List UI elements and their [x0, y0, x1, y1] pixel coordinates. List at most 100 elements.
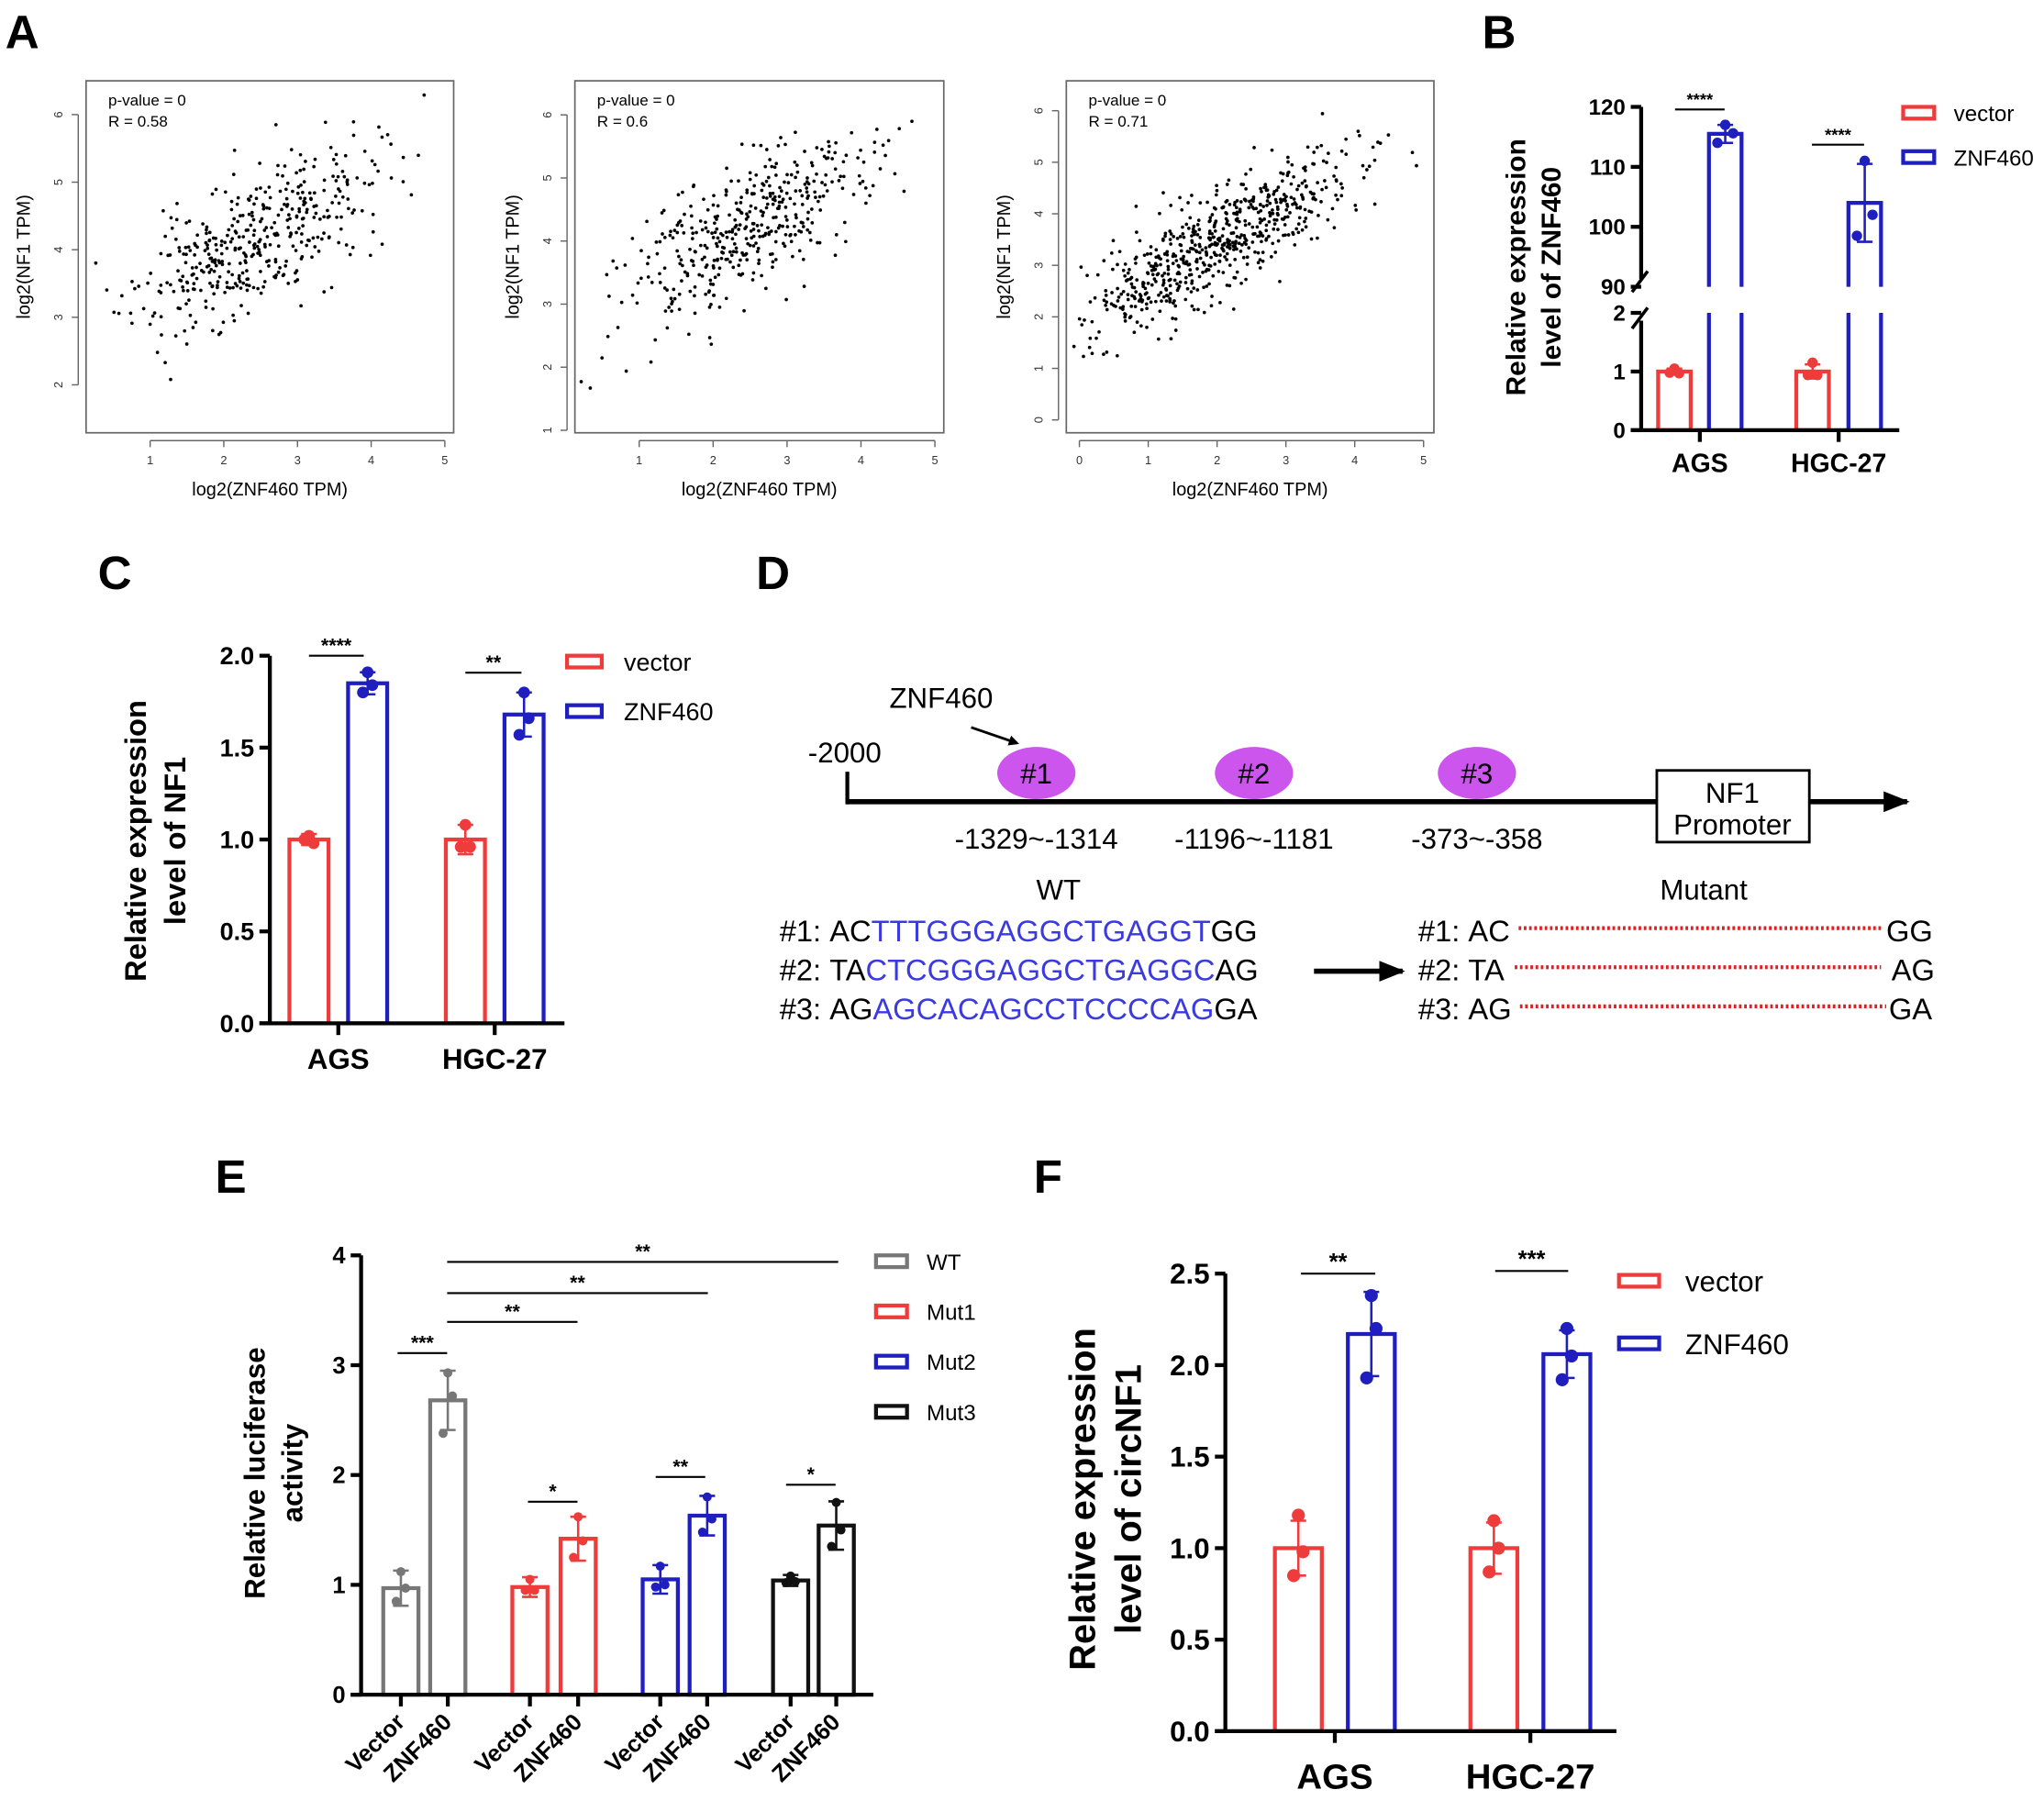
- data-point: [739, 258, 742, 262]
- data-point: [232, 318, 237, 323]
- data-point: [774, 173, 778, 177]
- data-point: [707, 336, 712, 339]
- legend-swatch: [1901, 105, 1937, 121]
- legend-label: Mut1: [927, 1301, 976, 1326]
- wt-title: WT: [1036, 873, 1081, 906]
- data-point: [1128, 277, 1132, 281]
- tf-label: ZNF460: [889, 683, 993, 715]
- data-point: [1210, 213, 1215, 217]
- data-point: [1197, 250, 1202, 255]
- data-point: [1336, 197, 1339, 202]
- site-label: #3: [1461, 758, 1493, 790]
- x-axis-label: log2(ZNF460 TPM): [192, 480, 348, 500]
- data-point: [439, 1428, 448, 1439]
- data-point: [258, 161, 261, 165]
- data-point: [1188, 268, 1193, 272]
- y-tick-label: 6: [51, 111, 65, 117]
- data-point: [193, 253, 196, 257]
- data-point: [316, 235, 320, 239]
- data-point: [289, 232, 294, 237]
- data-point: [194, 320, 198, 325]
- data-point: [872, 140, 877, 144]
- data-point: [783, 142, 787, 147]
- x-tick-label: 3: [294, 453, 301, 467]
- data-point: [1272, 222, 1277, 226]
- data-point: [639, 249, 643, 253]
- data-point: [259, 270, 262, 273]
- significance-label: ****: [1825, 125, 1852, 144]
- data-point: [1344, 137, 1348, 141]
- data-point: [187, 298, 191, 302]
- site-ellipse: [1215, 747, 1294, 799]
- data-point: [782, 241, 785, 246]
- data-point: [1163, 231, 1168, 236]
- data-point: [1159, 291, 1163, 295]
- y-tick-label: 4: [332, 1243, 346, 1269]
- data-point: [655, 1562, 665, 1572]
- data-point: [1161, 239, 1165, 242]
- data-point: [698, 243, 703, 248]
- data-point: [649, 360, 653, 364]
- data-point: [282, 272, 286, 277]
- data-point: [1261, 234, 1265, 238]
- data-point: [1207, 219, 1212, 224]
- data-point: [705, 207, 710, 212]
- bar-mut3-znf460: [816, 1497, 856, 1697]
- data-point: [731, 250, 736, 254]
- data-point: [1228, 223, 1231, 228]
- data-point: [391, 1596, 401, 1606]
- data-point: [417, 153, 420, 158]
- data-point: [1190, 234, 1194, 238]
- binding-site-2: #2 -1196~-1181: [1174, 747, 1334, 855]
- data-point: [284, 259, 288, 263]
- data-point: [1369, 1321, 1383, 1336]
- data-point: [752, 192, 756, 195]
- data-point: [1138, 293, 1142, 296]
- data-point: [694, 230, 698, 235]
- data-point: [351, 133, 356, 138]
- data-point: [1198, 236, 1203, 239]
- data-point: [815, 172, 818, 176]
- data-point: [1146, 272, 1150, 275]
- data-point: [1719, 119, 1731, 130]
- data-point: [1181, 225, 1184, 229]
- data-point: [730, 237, 735, 241]
- data-point: [1256, 210, 1261, 215]
- data-point: [785, 172, 789, 177]
- data-point: [868, 194, 872, 198]
- data-point: [250, 214, 254, 218]
- data-point: [607, 294, 611, 298]
- significance-label: **: [486, 651, 502, 673]
- data-point: [227, 270, 230, 274]
- bar: [346, 681, 390, 1026]
- data-point: [294, 269, 299, 272]
- data-point: [764, 179, 769, 183]
- bar-mut2-vector: [640, 1562, 681, 1697]
- data-point: [716, 204, 720, 208]
- data-point: [184, 302, 188, 306]
- data-point: [219, 239, 224, 243]
- data-point: [716, 244, 719, 249]
- data-point: [801, 225, 805, 228]
- data-point: [639, 276, 643, 281]
- plot-frame: [1065, 80, 1435, 434]
- data-point: [1258, 266, 1262, 270]
- data-point: [247, 198, 251, 202]
- data-point: [1564, 1349, 1579, 1363]
- data-point: [1128, 268, 1131, 272]
- site-range: -373~-358: [1411, 823, 1542, 855]
- data-point: [1286, 233, 1291, 237]
- data-point: [1139, 324, 1143, 328]
- data-point: [1301, 197, 1305, 201]
- data-point: [1080, 323, 1084, 327]
- data-point: [739, 201, 743, 205]
- data-point: [750, 221, 755, 226]
- data-point: [704, 226, 708, 230]
- data-point: [748, 209, 752, 214]
- data-point: [205, 231, 208, 236]
- data-point: [193, 241, 197, 246]
- data-point: [1292, 1508, 1305, 1522]
- data-point: [1181, 231, 1185, 236]
- data-point: [733, 217, 738, 222]
